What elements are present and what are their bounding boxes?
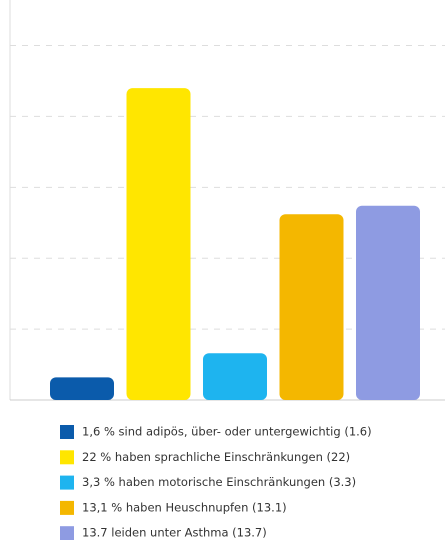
legend-swatch	[60, 425, 74, 439]
bar	[279, 214, 344, 400]
legend-swatch	[60, 475, 74, 490]
bar	[356, 205, 420, 400]
legend-label: 3,3 % haben motorische Einschränkungen (…	[82, 475, 356, 489]
legend-label: 1,6 % sind adipös, über- oder untergewic…	[82, 425, 372, 439]
legend-swatch	[60, 526, 74, 540]
legend-label: 13,1 % haben Heuschnupfen (13.1)	[82, 500, 287, 514]
legend-swatch	[60, 450, 74, 465]
legend-label: 22 % haben sprachliche Einschränkungen (…	[82, 450, 350, 464]
bar	[126, 88, 191, 401]
bar	[203, 353, 267, 400]
bar	[50, 377, 114, 400]
legend-label: 13.7 leiden unter Asthma (13.7)	[82, 526, 267, 540]
legend-swatch	[60, 500, 74, 515]
